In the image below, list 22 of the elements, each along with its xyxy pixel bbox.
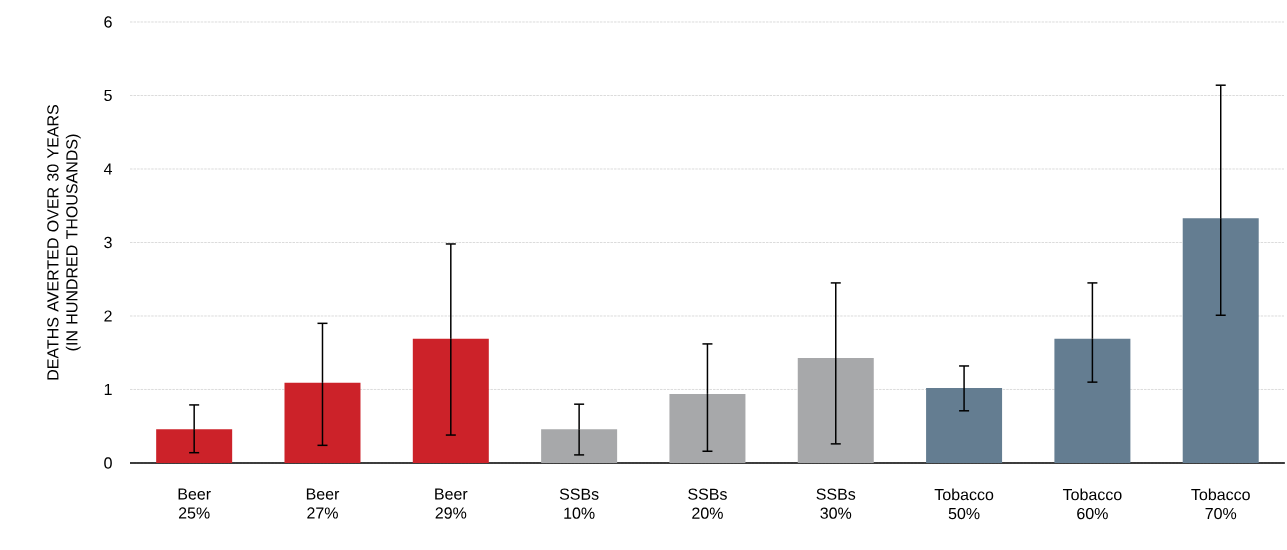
x-tick-label: Tobacco 70%	[1191, 488, 1250, 520]
x-tick-label: Tobacco 60%	[1062, 488, 1122, 520]
bar	[1182, 218, 1259, 463]
y-tick-label: 0	[104, 457, 112, 469]
y-tick-label: 4	[103, 163, 113, 175]
y-tick-label: 5	[104, 89, 112, 102]
x-tick-label: Beer 25%	[178, 488, 211, 519]
x-tick-label: Beer 29%	[435, 488, 468, 519]
y-tick-label: 1	[104, 383, 112, 395]
x-tick-label: SSBs 20%	[688, 488, 727, 519]
bar	[541, 429, 618, 463]
bar	[926, 388, 1003, 463]
x-tick-label: Tobacco 50%	[934, 488, 994, 520]
y-axis-title: DEATHS AVERTED OVER 30 YEARS (IN HUNDRED THOUSANDS)	[47, 104, 81, 380]
bar	[1054, 338, 1131, 463]
bar	[156, 429, 233, 463]
y-tick-label: 6	[104, 16, 112, 28]
y-tick-label: 2	[104, 310, 112, 322]
y-tick-label: 3	[104, 236, 112, 249]
x-tick-label: SSBs 10%	[559, 488, 599, 519]
x-tick-label: Beer 27%	[306, 488, 340, 519]
x-tick-label: SSBs 30%	[816, 488, 856, 519]
